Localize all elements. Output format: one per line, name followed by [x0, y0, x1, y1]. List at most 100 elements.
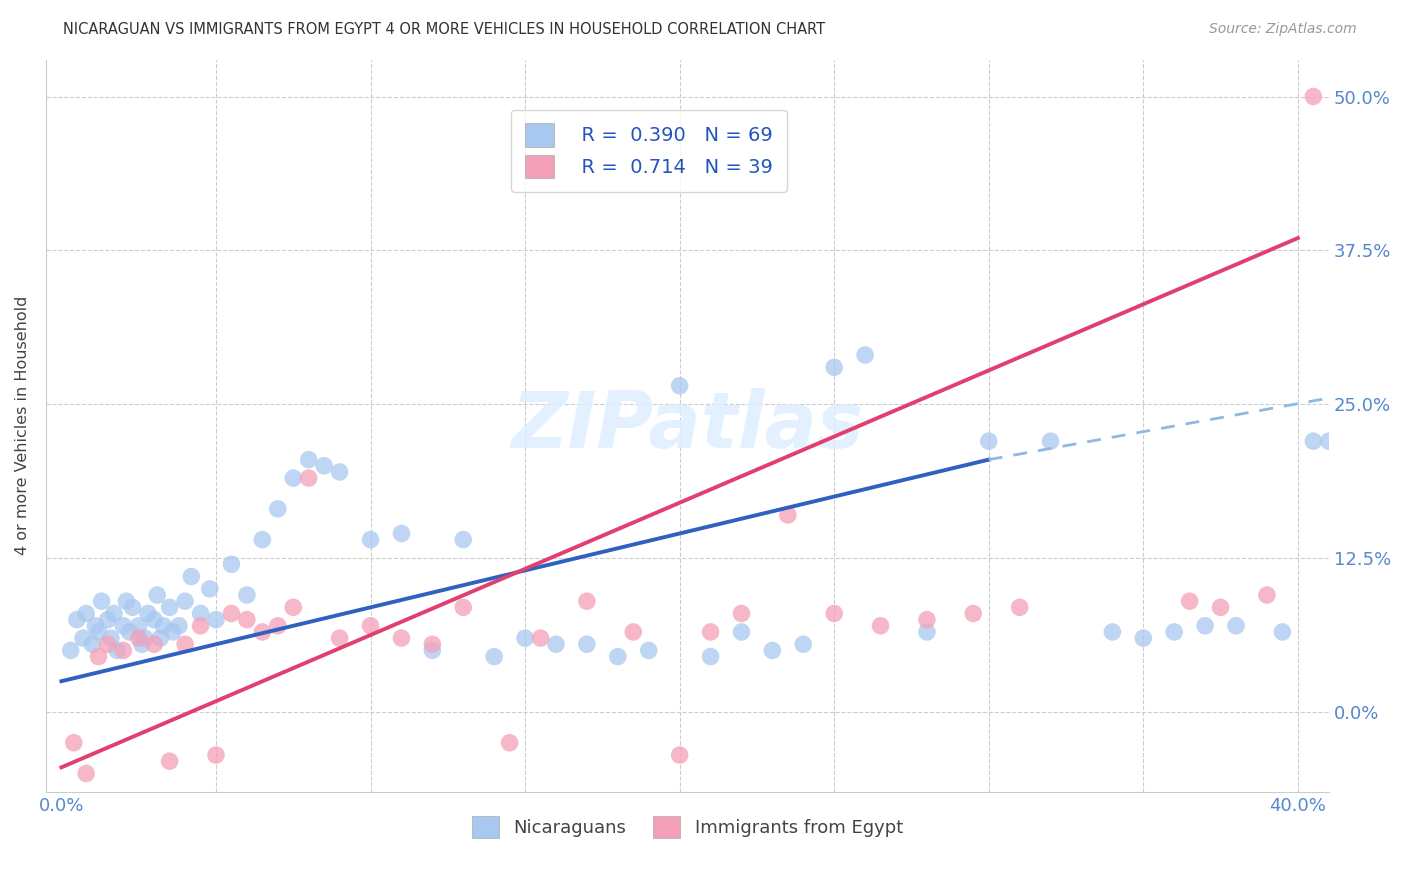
- Point: [84, 619, 107, 633]
- Point: [761, 643, 783, 657]
- Point: [668, 747, 690, 762]
- Point: [606, 649, 628, 664]
- Point: [267, 501, 290, 516]
- Point: [915, 613, 938, 627]
- Text: NICARAGUAN VS IMMIGRANTS FROM EGYPT 4 OR MORE VEHICLES IN HOUSEHOLD CORRELATION : NICARAGUAN VS IMMIGRANTS FROM EGYPT 4 OR…: [63, 22, 825, 37]
- Point: [159, 754, 181, 768]
- Point: [1132, 631, 1154, 645]
- Point: [121, 600, 143, 615]
- Point: [87, 649, 110, 664]
- Point: [314, 458, 336, 473]
- Point: [329, 465, 352, 479]
- Point: [205, 613, 228, 627]
- Point: [451, 533, 474, 547]
- Point: [174, 637, 197, 651]
- Point: [136, 607, 159, 621]
- Point: [252, 533, 274, 547]
- Point: [90, 594, 112, 608]
- Point: [498, 736, 520, 750]
- Point: [59, 643, 82, 657]
- Point: [283, 471, 305, 485]
- Point: [422, 643, 444, 657]
- Point: [1178, 594, 1201, 608]
- Point: [513, 631, 536, 645]
- Point: [131, 637, 153, 651]
- Point: [823, 360, 845, 375]
- Text: ZIPatlas: ZIPatlas: [512, 388, 863, 464]
- Point: [792, 637, 814, 651]
- Point: [1039, 434, 1062, 449]
- Point: [143, 613, 166, 627]
- Point: [1008, 600, 1031, 615]
- Y-axis label: 4 or more Vehicles in Household: 4 or more Vehicles in Household: [15, 296, 30, 556]
- Point: [112, 643, 135, 657]
- Point: [62, 736, 84, 750]
- Point: [360, 533, 382, 547]
- Point: [82, 637, 104, 651]
- Point: [391, 526, 413, 541]
- Point: [730, 624, 752, 639]
- Point: [869, 619, 891, 633]
- Point: [100, 631, 122, 645]
- Point: [115, 594, 138, 608]
- Point: [134, 631, 156, 645]
- Point: [72, 631, 94, 645]
- Legend: Nicaraguans, Immigrants from Egypt: Nicaraguans, Immigrants from Egypt: [464, 809, 910, 846]
- Point: [174, 594, 197, 608]
- Point: [75, 766, 97, 780]
- Point: [1302, 89, 1324, 103]
- Point: [180, 569, 202, 583]
- Point: [451, 600, 474, 615]
- Point: [1317, 434, 1340, 449]
- Point: [190, 607, 212, 621]
- Point: [87, 624, 110, 639]
- Point: [66, 613, 89, 627]
- Point: [162, 624, 184, 639]
- Point: [298, 452, 321, 467]
- Point: [283, 600, 305, 615]
- Point: [112, 619, 135, 633]
- Point: [198, 582, 221, 596]
- Point: [360, 619, 382, 633]
- Point: [221, 558, 243, 572]
- Point: [1209, 600, 1232, 615]
- Point: [575, 594, 598, 608]
- Point: [544, 637, 567, 651]
- Point: [482, 649, 505, 664]
- Point: [236, 588, 259, 602]
- Point: [236, 613, 259, 627]
- Point: [128, 631, 150, 645]
- Point: [823, 607, 845, 621]
- Point: [118, 624, 141, 639]
- Point: [143, 637, 166, 651]
- Point: [1194, 619, 1216, 633]
- Point: [267, 619, 290, 633]
- Point: [167, 619, 190, 633]
- Point: [1101, 624, 1123, 639]
- Point: [575, 637, 598, 651]
- Point: [205, 747, 228, 762]
- Point: [699, 624, 721, 639]
- Point: [1302, 434, 1324, 449]
- Point: [1225, 619, 1247, 633]
- Point: [776, 508, 799, 522]
- Point: [1348, 440, 1371, 454]
- Point: [915, 624, 938, 639]
- Point: [146, 588, 169, 602]
- Point: [621, 624, 644, 639]
- Point: [97, 637, 120, 651]
- Point: [1163, 624, 1185, 639]
- Point: [152, 619, 174, 633]
- Point: [159, 600, 181, 615]
- Point: [1256, 588, 1278, 602]
- Point: [329, 631, 352, 645]
- Point: [422, 637, 444, 651]
- Text: Source: ZipAtlas.com: Source: ZipAtlas.com: [1209, 22, 1357, 37]
- Point: [252, 624, 274, 639]
- Point: [977, 434, 1000, 449]
- Point: [730, 607, 752, 621]
- Point: [962, 607, 984, 621]
- Point: [97, 613, 120, 627]
- Point: [103, 607, 125, 621]
- Point: [149, 631, 172, 645]
